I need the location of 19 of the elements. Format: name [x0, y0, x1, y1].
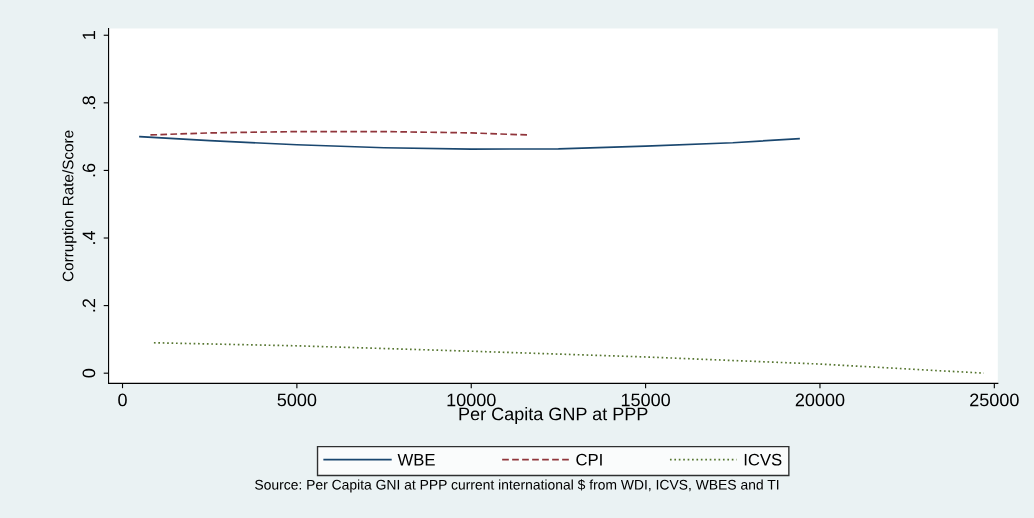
x-tick-label: 5000	[277, 393, 317, 407]
legend-label: CPI	[576, 453, 602, 466]
x-tick-label: 20000	[795, 393, 845, 407]
x-tick-label: 15000	[621, 393, 670, 407]
legend-label: ICVS	[744, 453, 782, 466]
x-tick-label: 25000	[970, 393, 1019, 407]
source-note: Source: Per Capita GNI at PPP current international $ from WDI, ICVS, WBES and TI	[255, 479, 779, 493]
y-tick-label: .2	[82, 298, 96, 312]
x-axis-title: Per Capita GNP at PPP	[459, 407, 648, 424]
y-tick-label: 0	[82, 368, 96, 378]
y-tick-label: .8	[82, 96, 96, 109]
line-series	[139, 135, 800, 150]
y-tick-label: 1	[82, 31, 96, 39]
y-tick-label: .4	[82, 231, 96, 244]
y-axis-title: Corruption Rate/Score	[62, 130, 77, 282]
x-tick-label: 0	[118, 393, 127, 407]
legend-label: WBE	[397, 453, 435, 466]
x-tick-label: 10000	[447, 393, 496, 407]
y-tick-label: .6	[82, 163, 96, 177]
